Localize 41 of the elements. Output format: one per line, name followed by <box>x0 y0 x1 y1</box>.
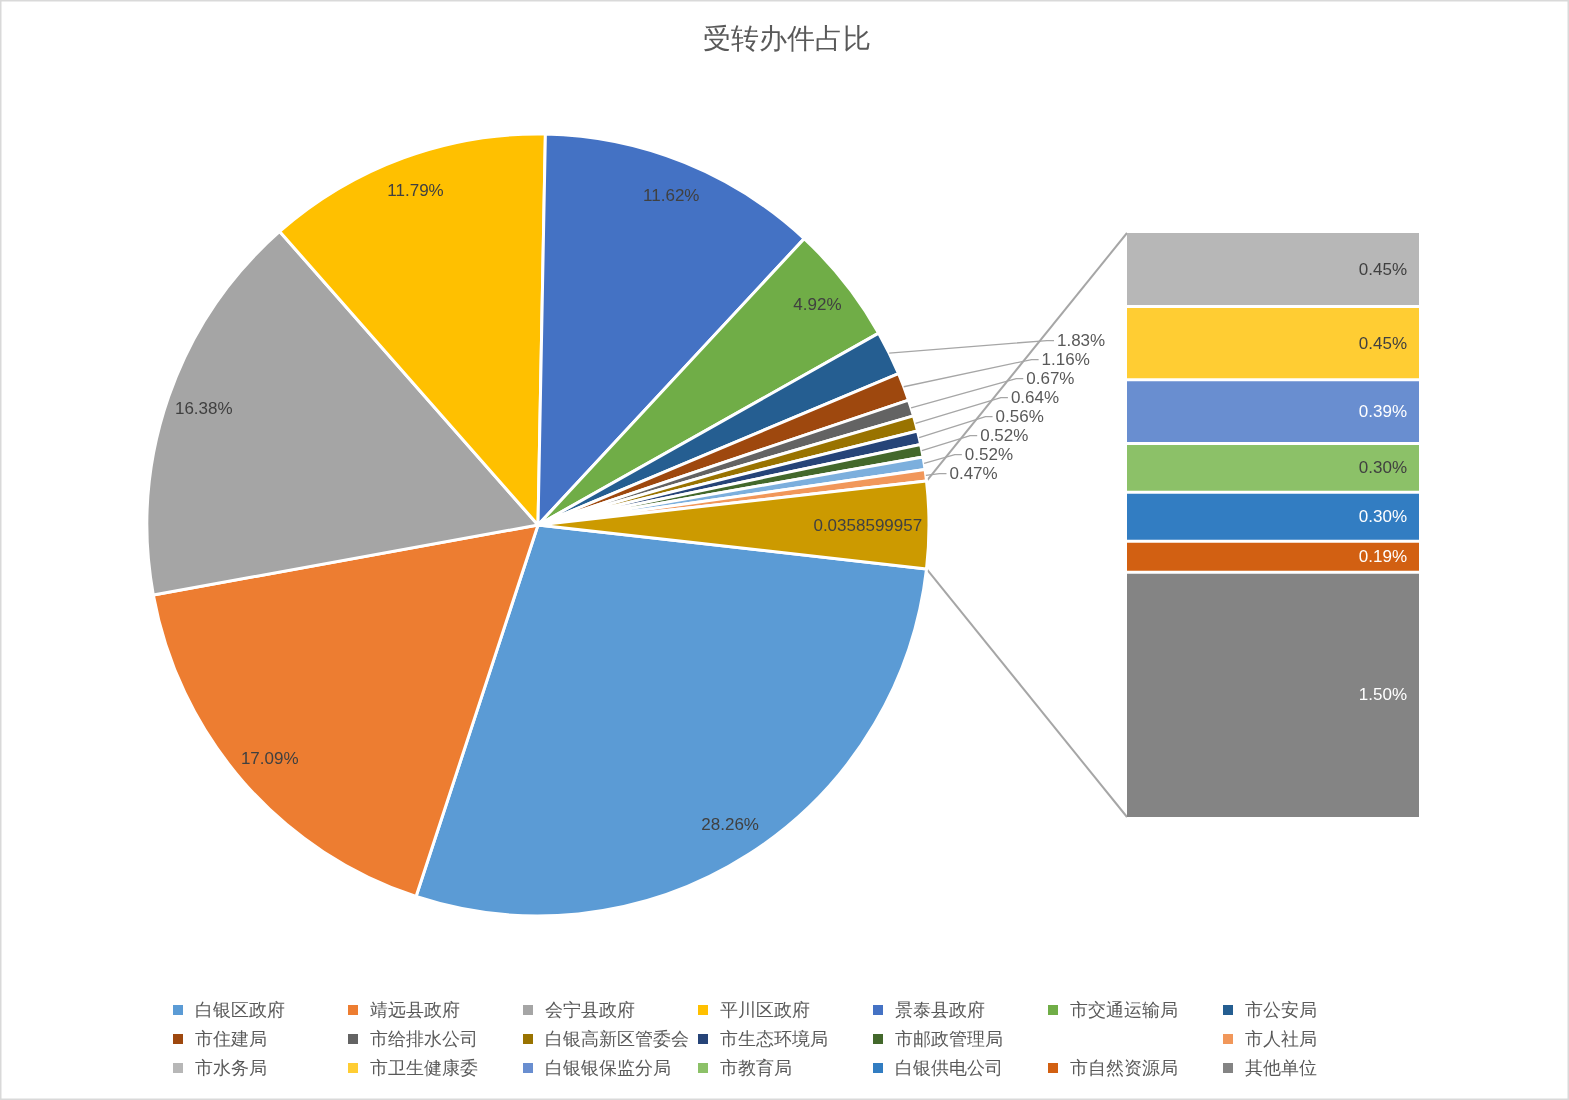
data-label: 17.09% <box>240 749 299 769</box>
legend-label: 市住建局 <box>195 1029 267 1049</box>
data-label: 11.62% <box>643 185 700 205</box>
data-label: 0.47% <box>949 464 998 484</box>
data-label: 1.50% <box>1358 685 1407 705</box>
legend-label: 平川区政府 <box>720 1000 810 1020</box>
legend-label: 市自然资源局 <box>1070 1058 1178 1078</box>
data-label: 0.64% <box>1010 388 1060 408</box>
legend-label: 市教育局 <box>720 1058 792 1078</box>
legend-label: 市水务局 <box>195 1058 267 1078</box>
data-label: 0.67% <box>1026 369 1075 389</box>
legend-label: 市生态环境局 <box>720 1029 828 1049</box>
data-label: 1.83% <box>1056 331 1106 351</box>
data-label: 0.19% <box>1358 547 1407 567</box>
data-label: 28.26% <box>701 814 759 834</box>
data-label: 11.79% <box>387 181 444 201</box>
legend-label: 靖远县政府 <box>370 1000 460 1020</box>
legend-label: 市给排水公司 <box>370 1029 478 1049</box>
legend-label: 景泰县政府 <box>895 1000 985 1020</box>
data-label: 0.45% <box>1358 333 1407 353</box>
annotation: 0.0358599957 <box>813 515 923 535</box>
legend-label: 市交通运输局 <box>1070 1000 1178 1020</box>
data-label: 1.16% <box>1041 350 1090 370</box>
legend-label: 市人社局 <box>1245 1029 1317 1049</box>
data-label: 0.52% <box>980 426 1029 446</box>
data-label: 0.30% <box>1358 507 1407 527</box>
data-label: 16.38% <box>174 399 233 419</box>
legend-label: 市卫生健康委 <box>370 1058 478 1078</box>
legend-label: 白银区政府 <box>195 1000 285 1020</box>
data-label: 0.52% <box>964 445 1014 465</box>
title: 受转办件占比 <box>703 22 871 54</box>
legend-label: 会宁县政府 <box>545 1000 635 1020</box>
data-label: 0.39% <box>1358 402 1407 422</box>
legend-label: 市邮政管理局 <box>895 1029 1003 1049</box>
data-label: 0.56% <box>995 407 1044 427</box>
data-label: 4.92% <box>793 295 842 315</box>
legend-label: 其他单位 <box>1245 1058 1317 1078</box>
data-label: 0.45% <box>1358 260 1407 280</box>
legend-label: 市公安局 <box>1245 1000 1317 1020</box>
legend-label: 白银供电公司 <box>895 1058 1003 1078</box>
data-label: 0.30% <box>1358 458 1407 478</box>
